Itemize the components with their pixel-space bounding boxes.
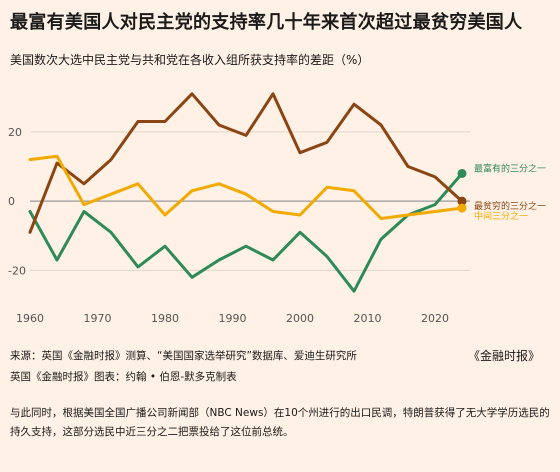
y-tick-label: 20 [8, 126, 22, 139]
y-tick-label: 0 [8, 195, 15, 208]
series-line-2 [28, 154, 464, 220]
x-tick-label: 1990 [219, 312, 247, 325]
series-label-2: 中间三分之一 [474, 210, 528, 222]
source-text: 来源：英国《金融时报》测算、“美国国家选举研究”数据库、爱迪生研究所 [10, 350, 357, 362]
series-end-marker-1 [457, 196, 467, 206]
x-tick-label: 1960 [16, 312, 44, 325]
chart-title: 最富有美国人对民主党的支持率几十年来首次超过最贫穷美国人 [10, 12, 523, 33]
chart-subtitle: 美国数次大选中民主党与共和党在各收入组所获支持率的差距（%） [10, 53, 370, 67]
series-line-1 [28, 92, 464, 234]
y-tick-label: -20 [8, 264, 26, 277]
x-tick-label: 2010 [354, 312, 382, 325]
series-label-1: 最贫穷的三分之一 [474, 200, 546, 212]
source-block: 来源：英国《金融时报》测算、“美国国家选举研究”数据库、爱迪生研究所 《金融时报… [10, 346, 550, 388]
series-end-marker-2 [457, 203, 467, 213]
publisher-label: 《金融时报》 [467, 349, 540, 363]
x-tick-label: 1970 [84, 312, 112, 325]
series-line-0 [28, 172, 464, 293]
series-label-0: 最富有的三分之一 [474, 162, 546, 174]
note-paragraph: 与此同时，根据美国全国广播公司新闻部（NBC News）在10个州进行的出口民调… [10, 407, 550, 438]
series-end-marker-0 [457, 168, 467, 178]
line-chart: 20 0 -20 1960 1970 1980 1990 2000 2010 2020 最富有的三分… [8, 92, 546, 325]
x-tick-label: 1980 [151, 312, 179, 325]
x-tick-label: 2000 [286, 312, 314, 325]
chart-credit: 英国《金融时报》图表：约翰 • 伯恩-默多克制表 [10, 371, 237, 383]
x-tick-label: 2020 [421, 312, 449, 325]
